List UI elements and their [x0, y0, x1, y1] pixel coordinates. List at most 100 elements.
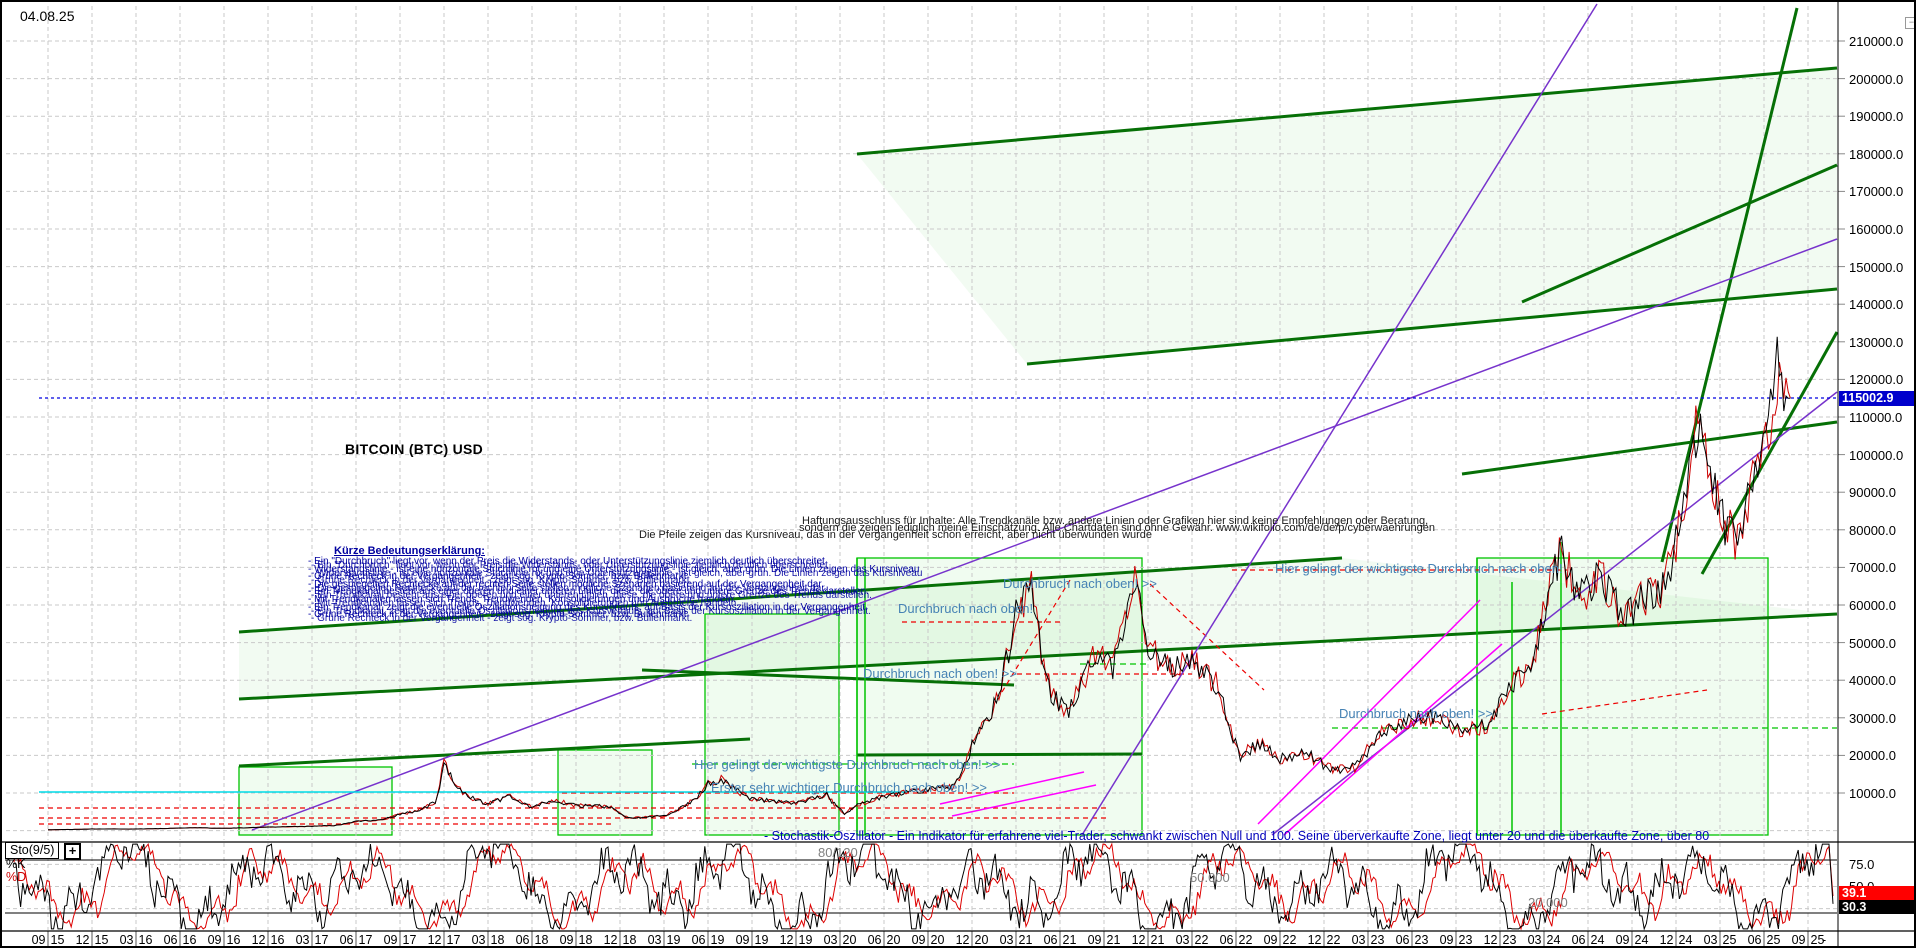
oscillator-description: - Stochastik-Oszillator - Ein Indikator …	[764, 829, 1710, 843]
legend-explanation-line: - Ein Trendkanal, zeigt die eventuelle O…	[308, 601, 868, 613]
time-axis-label-part: 24	[1634, 933, 1649, 947]
legend-explanation-body-echo: - Ein "Durchbruch" liegt vor, wenn der P…	[311, 561, 922, 624]
time-axis-label: 03 17	[292, 933, 332, 946]
trend-line	[1461, 420, 1838, 476]
legend-explanation-line: - Grüne Rechteck in der Vergangenheit - …	[311, 575, 690, 587]
legend-explanation-line: - Grüne Rechteck in der Vergangenheit - …	[308, 609, 690, 621]
time-axis-label-part: 24	[1590, 933, 1605, 947]
legend-explanation-line: - Ein Trendkanal, zeigt die eventuelle O…	[311, 605, 871, 617]
breakout-annotation: Hier gelingt der wichtigste Durchbruch n…	[694, 757, 1001, 772]
time-axis-label: 09 22	[1260, 933, 1300, 946]
time-axis-label-part: 06	[1043, 933, 1058, 947]
price-axis-label: 130000.0	[1849, 334, 1904, 350]
trend-line	[641, 668, 1015, 687]
time-axis-label-part: 09	[31, 933, 46, 947]
time-axis-label-part: 06	[691, 933, 706, 947]
trend-line	[238, 612, 1838, 701]
time-axis-label-part: 03	[119, 933, 134, 947]
disclaimer-line: Die Pfeile zeigen das Kursniveau, das in…	[639, 529, 1153, 541]
legend-explanation-line: - Mit Trendkanälen lassen sich Trends, T…	[308, 593, 737, 605]
time-axis-label-part: 03	[823, 933, 838, 947]
time-axis-label-part: 16	[182, 933, 197, 947]
time-axis-label-part: 17	[402, 933, 417, 947]
short-trend-line	[951, 784, 1097, 817]
time-axis-label-part: 23	[1414, 933, 1429, 947]
indicator-label[interactable]: Sto(9/5)	[5, 842, 60, 859]
time-axis-label: 09 17	[380, 933, 420, 947]
short-trend-line	[939, 771, 1085, 805]
time-axis-label: 06 22	[1216, 933, 1256, 947]
time-axis-label-part: 18	[578, 933, 593, 947]
time-axis-label-part: 09	[735, 933, 750, 947]
legend-explanation-heading: Kürze Bedeutungserklärung:	[334, 545, 485, 557]
breakout-annotation: Durchbruch nach oben! >>	[1003, 576, 1157, 591]
trend-channel-tint	[857, 68, 1837, 364]
time-axis-label-part: 12	[955, 933, 970, 947]
time-axis-label: 12 21	[1128, 933, 1168, 946]
short-trend-line	[1257, 599, 1481, 825]
price-axis-label: 70000.0	[1849, 560, 1896, 576]
time-axis-label: 09 24	[1612, 933, 1652, 947]
oscillator-gridline-label: 75.0	[1849, 857, 1875, 872]
legend-explanation-line: - Widerstandslinie - ist eine horizontal…	[308, 563, 920, 575]
stochastic-k-value-tag: 30.3	[1839, 900, 1914, 914]
price-line	[48, 336, 1791, 831]
price-axis-label: 180000.0	[1849, 146, 1904, 162]
trend-line	[1660, 7, 1799, 563]
time-axis-label: 09 18	[556, 933, 596, 947]
chart-title: BITCOIN (BTC) USD	[345, 441, 484, 457]
minimize-icon[interactable]: −	[1905, 17, 1914, 29]
add-indicator-button[interactable]: +	[64, 843, 81, 860]
price-axis-label: 190000.0	[1849, 109, 1904, 125]
time-axis-label: 09 23	[1436, 933, 1476, 946]
time-axis-label-part: 16	[226, 933, 241, 947]
time-axis-label: 06 24	[1568, 933, 1608, 947]
time-axis-label-part: 24	[1678, 933, 1693, 947]
time-axis-label-part: 09	[559, 933, 574, 947]
time-axis-label-part: 22	[1326, 933, 1341, 947]
breakout-annotation: Durchbruch nach oben!	[898, 601, 1034, 616]
trend-line	[856, 66, 1838, 156]
time-axis-label-part: 22	[1194, 933, 1209, 947]
time-axis-label: 12 17	[424, 933, 464, 946]
time-axis-label: 12 24	[1656, 933, 1696, 947]
breakout-annotation: Durchbruch nach oben! >>	[863, 666, 1017, 681]
time-axis-label: 03 21	[996, 933, 1036, 947]
time-axis-label: 09 25	[1788, 933, 1828, 947]
time-axis-label-part: 12	[603, 933, 618, 947]
time-axis-label: 03 25	[1700, 933, 1740, 946]
time-axis-label: 12 22	[1304, 933, 1344, 947]
time-axis-label: 12 23	[1480, 933, 1520, 947]
price-axis-label: 40000.0	[1849, 673, 1896, 689]
time-axis-label-part: 22	[1238, 933, 1253, 947]
time-axis-label-part: 23	[1502, 933, 1517, 947]
time-axis-label-part: 09	[1791, 933, 1806, 947]
resistance-dashed-line	[1149, 583, 1265, 691]
time-axis-label-part: 09	[911, 933, 926, 947]
trend-line	[1700, 331, 1839, 575]
time-axis-label: 06 21	[1040, 933, 1080, 947]
time-axis-label-part: 03	[1527, 933, 1542, 947]
time-axis-label: 06 16	[160, 933, 200, 947]
time-axis-label-part: 15	[50, 933, 65, 947]
time-axis-label-part: 20	[930, 933, 945, 947]
crypto-summer-box	[704, 613, 840, 836]
price-axis-label: 20000.0	[1849, 748, 1896, 764]
time-axis-label-part: 03	[999, 933, 1014, 947]
time-axis-label-part: 24	[1546, 933, 1561, 947]
time-axis-label-part: 23	[1370, 933, 1385, 947]
time-axis-label-part: 19	[798, 933, 813, 947]
price-axis-label: 160000.0	[1849, 222, 1904, 237]
long-trend-line	[251, 238, 1838, 831]
legend-explanation-line: - Die gespiegelten Rechtecke auf der rec…	[308, 578, 824, 590]
trend-line	[1026, 287, 1838, 366]
time-axis-label-part: 18	[490, 933, 505, 947]
trend-line	[856, 752, 1143, 757]
long-trend-line	[1271, 391, 1838, 836]
price-axis-label: 10000.0	[1849, 786, 1896, 801]
price-axis-label: 210000.0	[1849, 34, 1904, 49]
time-axis-label: 09 15	[28, 933, 68, 947]
time-axis-label: 12 18	[600, 933, 640, 947]
trend-channel-tint	[239, 558, 1837, 699]
